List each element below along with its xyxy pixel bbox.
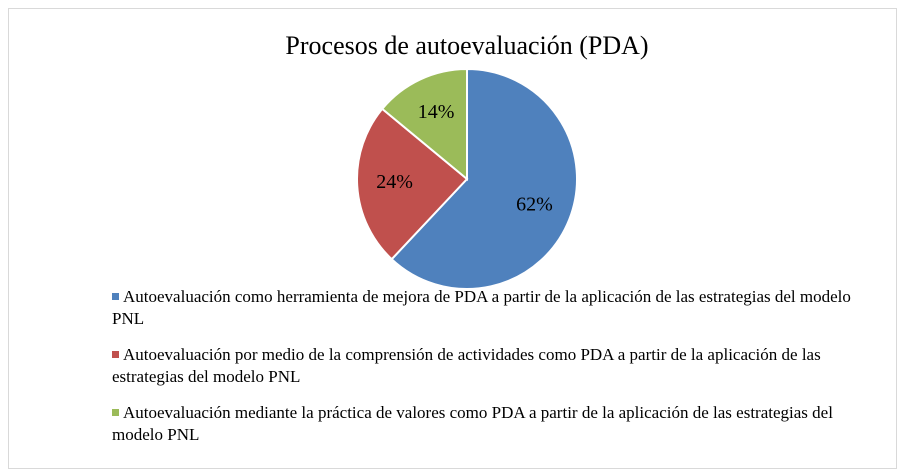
- slice-label: 24%: [376, 171, 413, 193]
- legend-item: Autoevaluación como herramienta de mejor…: [112, 286, 852, 330]
- legend-label: Autoevaluación mediante la práctica de v…: [112, 403, 833, 444]
- chart-title: Procesos de autoevaluación (PDA): [285, 31, 648, 60]
- slice-label: 62%: [516, 193, 553, 215]
- pie-slice: [390, 67, 578, 290]
- legend-label: Autoevaluación por medio de la comprensi…: [112, 345, 821, 386]
- legend-swatch: [112, 351, 119, 358]
- legend-swatch: [112, 293, 119, 300]
- chart-frame: [8, 8, 897, 469]
- legend-swatch: [112, 409, 119, 416]
- legend-item: Autoevaluación mediante la práctica de v…: [112, 402, 852, 446]
- slice-label: 14%: [418, 101, 455, 123]
- pie-slice: [356, 107, 469, 261]
- pie-slice: [380, 67, 468, 182]
- legend-label: Autoevaluación como herramienta de mejor…: [112, 287, 851, 328]
- legend-item: Autoevaluación por medio de la comprensi…: [112, 344, 852, 388]
